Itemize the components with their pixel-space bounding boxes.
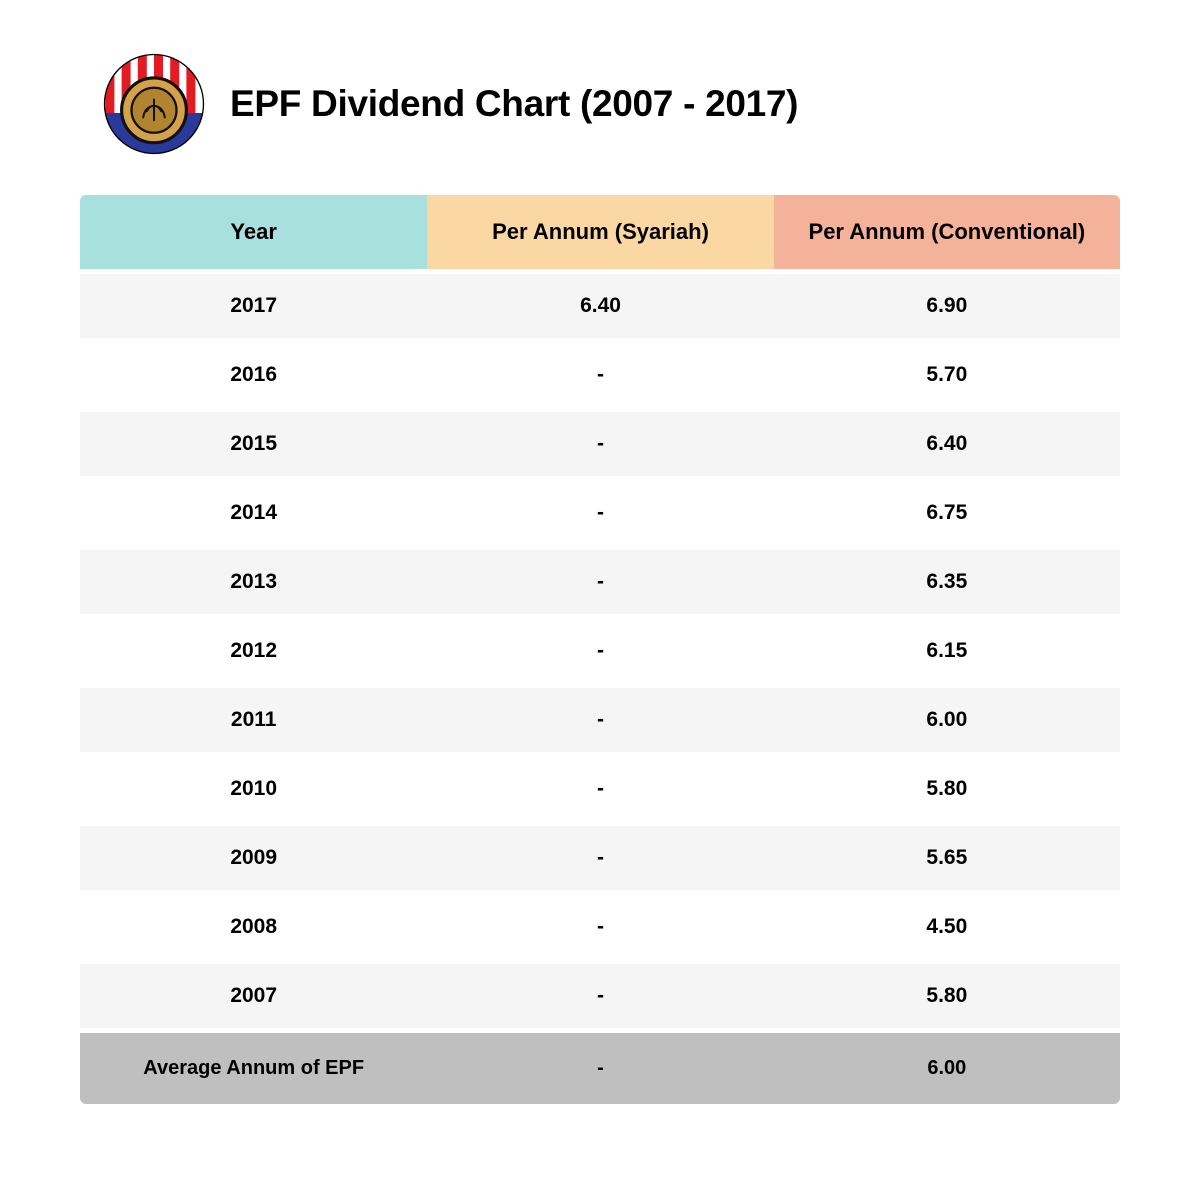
table-cell: 2016 [80,343,427,407]
table-row: 20176.406.90 [80,274,1120,338]
table-cell: 2010 [80,757,427,821]
table-cell: 2007 [80,964,427,1028]
col-header-syariah: Per Annum (Syariah) [427,195,773,269]
table-cell: 2011 [80,688,427,752]
page-title: EPF Dividend Chart (2007 - 2017) [230,83,798,125]
table-row: 2009-5.65 [80,826,1120,890]
table-cell: 5.65 [774,826,1120,890]
table-cell: 6.40 [427,274,773,338]
table-cell: 6.75 [774,481,1120,545]
table-cell: 2017 [80,274,427,338]
table-cell: - [427,412,773,476]
table-cell: 6.90 [774,274,1120,338]
table-cell: 6.35 [774,550,1120,614]
table-row: 2011-6.00 [80,688,1120,752]
table-footer-row: Average Annum of EPF-6.00 [80,1033,1120,1104]
table-cell: 5.80 [774,757,1120,821]
table-header-row: Year Per Annum (Syariah) Per Annum (Conv… [80,195,1120,269]
table-cell: 4.50 [774,895,1120,959]
table-cell: 6.00 [774,688,1120,752]
table-cell: - [427,481,773,545]
page-header: EPF Dividend Chart (2007 - 2017) [100,50,1120,158]
table-cell: 2014 [80,481,427,545]
table-row: 2016-5.70 [80,343,1120,407]
table-cell: - [427,964,773,1028]
table-cell: 6.15 [774,619,1120,683]
dividend-table: Year Per Annum (Syariah) Per Annum (Conv… [80,190,1120,1109]
table-cell: - [427,826,773,890]
table-cell: 5.70 [774,343,1120,407]
table-footer-cell: Average Annum of EPF [80,1033,427,1104]
table-cell: - [427,619,773,683]
table-row: 2012-6.15 [80,619,1120,683]
table-cell: - [427,550,773,614]
table-footer-cell: - [427,1033,773,1104]
epf-logo-icon [100,50,208,158]
table-row: 2014-6.75 [80,481,1120,545]
table-cell: - [427,757,773,821]
table-cell: 6.40 [774,412,1120,476]
table-row: 2008-4.50 [80,895,1120,959]
table-cell: 2008 [80,895,427,959]
table-cell: 2012 [80,619,427,683]
table-cell: 2009 [80,826,427,890]
table-cell: - [427,688,773,752]
table-cell: 5.80 [774,964,1120,1028]
table-cell: - [427,895,773,959]
table-row: 2007-5.80 [80,964,1120,1028]
table-cell: - [427,343,773,407]
col-header-conventional: Per Annum (Conventional) [774,195,1120,269]
table-cell: 2015 [80,412,427,476]
table-row: 2015-6.40 [80,412,1120,476]
table-cell: 2013 [80,550,427,614]
table-footer-cell: 6.00 [774,1033,1120,1104]
table-row: 2010-5.80 [80,757,1120,821]
col-header-year: Year [80,195,427,269]
table-row: 2013-6.35 [80,550,1120,614]
